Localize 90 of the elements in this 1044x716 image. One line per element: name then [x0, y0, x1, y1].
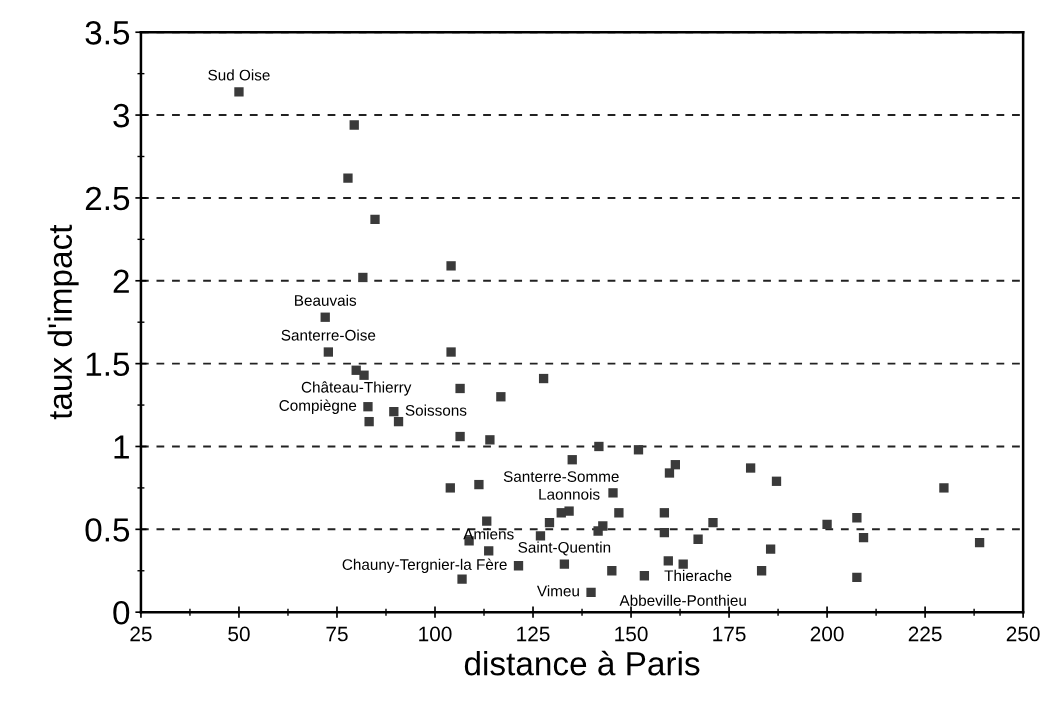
point	[614, 508, 624, 518]
y-tick-label: 2.5	[85, 186, 130, 211]
x-tick-label: 250	[1006, 626, 1040, 642]
point	[852, 572, 862, 583]
point	[349, 120, 359, 130]
point	[457, 574, 467, 584]
point	[771, 476, 782, 486]
annotation: Château-Thierry	[301, 381, 412, 396]
y-tick-label: 1.5	[86, 352, 130, 377]
point	[822, 519, 832, 530]
annotation: Compiègne	[279, 399, 357, 414]
x-tick-label: 25	[130, 626, 152, 642]
point	[363, 402, 373, 412]
x-tick-label: 225	[908, 626, 942, 642]
point	[939, 483, 949, 493]
annotation: Sud Oise	[208, 69, 270, 81]
point	[745, 463, 756, 473]
y-tick-label: 3.5	[85, 21, 130, 45]
y-tick-label: 0	[113, 600, 130, 625]
annotation: Santerre-Oise	[281, 329, 376, 341]
point	[370, 214, 380, 225]
x-tick-label: 75	[326, 626, 348, 642]
x-axis-title: distance à Paris	[464, 650, 700, 676]
annotation: Abbeville-Ponthieu	[619, 594, 746, 606]
point	[455, 431, 465, 442]
y-tick-label: 3	[113, 103, 130, 128]
point	[659, 508, 670, 518]
point	[358, 272, 368, 283]
point	[670, 460, 680, 470]
y-tick-label: 2	[113, 269, 129, 293]
point	[708, 518, 718, 528]
y-tick-label: 1	[114, 435, 129, 459]
point	[364, 416, 374, 427]
point	[659, 527, 670, 538]
point	[359, 370, 369, 380]
point	[852, 513, 862, 523]
point	[664, 468, 675, 478]
annotation: Thierache	[664, 569, 732, 582]
point	[445, 483, 455, 493]
point	[474, 479, 484, 490]
point	[765, 544, 776, 554]
annotation: Beauvais	[295, 294, 357, 306]
x-tick-label: 125	[517, 626, 550, 642]
point	[858, 532, 869, 543]
point	[607, 566, 617, 576]
point	[323, 347, 334, 357]
annotation: Laonnois	[539, 488, 600, 500]
point	[484, 546, 494, 556]
point	[559, 559, 570, 569]
y-tick-label: 0.5	[85, 518, 130, 542]
point	[513, 561, 524, 571]
point	[482, 516, 492, 526]
point	[663, 556, 673, 566]
x-tick-label: 150	[615, 626, 648, 642]
point	[446, 347, 456, 357]
point	[485, 435, 495, 445]
annotation: Soissons	[405, 404, 467, 416]
x-tick-label: 100	[419, 626, 452, 642]
point	[544, 518, 555, 528]
point	[974, 537, 985, 548]
point	[567, 455, 577, 465]
x-tick-label: 175	[713, 626, 746, 642]
annotation: Vimeu	[536, 585, 579, 597]
point	[594, 441, 604, 452]
point	[389, 407, 399, 417]
point	[343, 173, 353, 183]
annotation: Saint-Quentin	[518, 541, 611, 556]
point	[556, 508, 566, 518]
point	[320, 312, 330, 322]
x-tick-label: 50	[228, 626, 250, 642]
point	[496, 392, 506, 402]
x-tick-label: 200	[810, 626, 844, 642]
point	[538, 373, 549, 384]
point	[234, 87, 244, 97]
point	[608, 488, 618, 498]
point	[455, 383, 465, 394]
annotation: Santerre-Somme	[503, 471, 619, 482]
y-axis-title: taux d'impact	[47, 224, 79, 420]
annotation: Chauny-Tergnier-la Fère	[342, 558, 507, 573]
point	[756, 566, 767, 576]
point	[393, 416, 404, 427]
point	[693, 534, 703, 544]
point	[593, 526, 603, 536]
point	[535, 531, 546, 541]
point	[446, 261, 456, 271]
point	[678, 559, 688, 569]
point	[586, 587, 596, 597]
point	[639, 571, 650, 581]
annotation: Amiens	[463, 528, 514, 540]
point	[633, 445, 644, 455]
